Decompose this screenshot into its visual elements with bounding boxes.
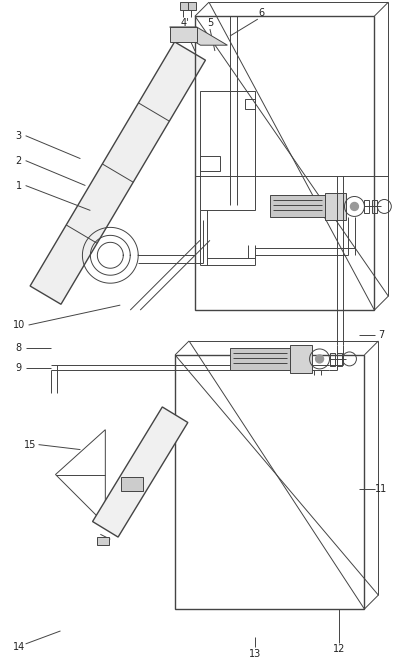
Bar bbox=[325, 193, 347, 220]
Polygon shape bbox=[170, 27, 228, 45]
Circle shape bbox=[316, 355, 323, 363]
Text: 8: 8 bbox=[16, 343, 22, 353]
Text: 15: 15 bbox=[24, 440, 37, 450]
Polygon shape bbox=[93, 407, 188, 537]
Text: 10: 10 bbox=[13, 320, 25, 330]
Text: 2: 2 bbox=[15, 156, 22, 166]
Bar bbox=[200, 156, 220, 170]
Bar bbox=[338, 353, 342, 366]
Text: 3: 3 bbox=[16, 131, 22, 141]
Bar bbox=[290, 345, 312, 373]
Bar bbox=[245, 99, 255, 109]
Text: 1: 1 bbox=[16, 180, 22, 191]
Bar bbox=[180, 2, 187, 10]
Bar bbox=[121, 478, 143, 491]
Bar bbox=[195, 16, 375, 310]
Bar bbox=[230, 348, 290, 370]
Text: 14: 14 bbox=[13, 642, 25, 652]
Polygon shape bbox=[30, 42, 206, 304]
Text: 13: 13 bbox=[249, 649, 261, 659]
Bar bbox=[97, 537, 109, 546]
Polygon shape bbox=[170, 27, 196, 42]
Text: 9: 9 bbox=[16, 363, 22, 373]
Bar bbox=[329, 353, 334, 366]
Text: 6: 6 bbox=[259, 8, 265, 18]
Bar bbox=[175, 355, 364, 609]
Bar bbox=[187, 2, 195, 10]
Text: 4': 4' bbox=[181, 18, 189, 28]
Text: 5: 5 bbox=[207, 18, 213, 28]
Text: 11: 11 bbox=[375, 484, 387, 495]
Circle shape bbox=[351, 203, 358, 211]
Text: 12: 12 bbox=[333, 644, 346, 654]
Bar bbox=[270, 195, 325, 217]
Bar bbox=[373, 201, 377, 213]
Bar bbox=[200, 91, 255, 211]
Bar bbox=[364, 201, 369, 213]
Text: 7: 7 bbox=[378, 330, 384, 340]
